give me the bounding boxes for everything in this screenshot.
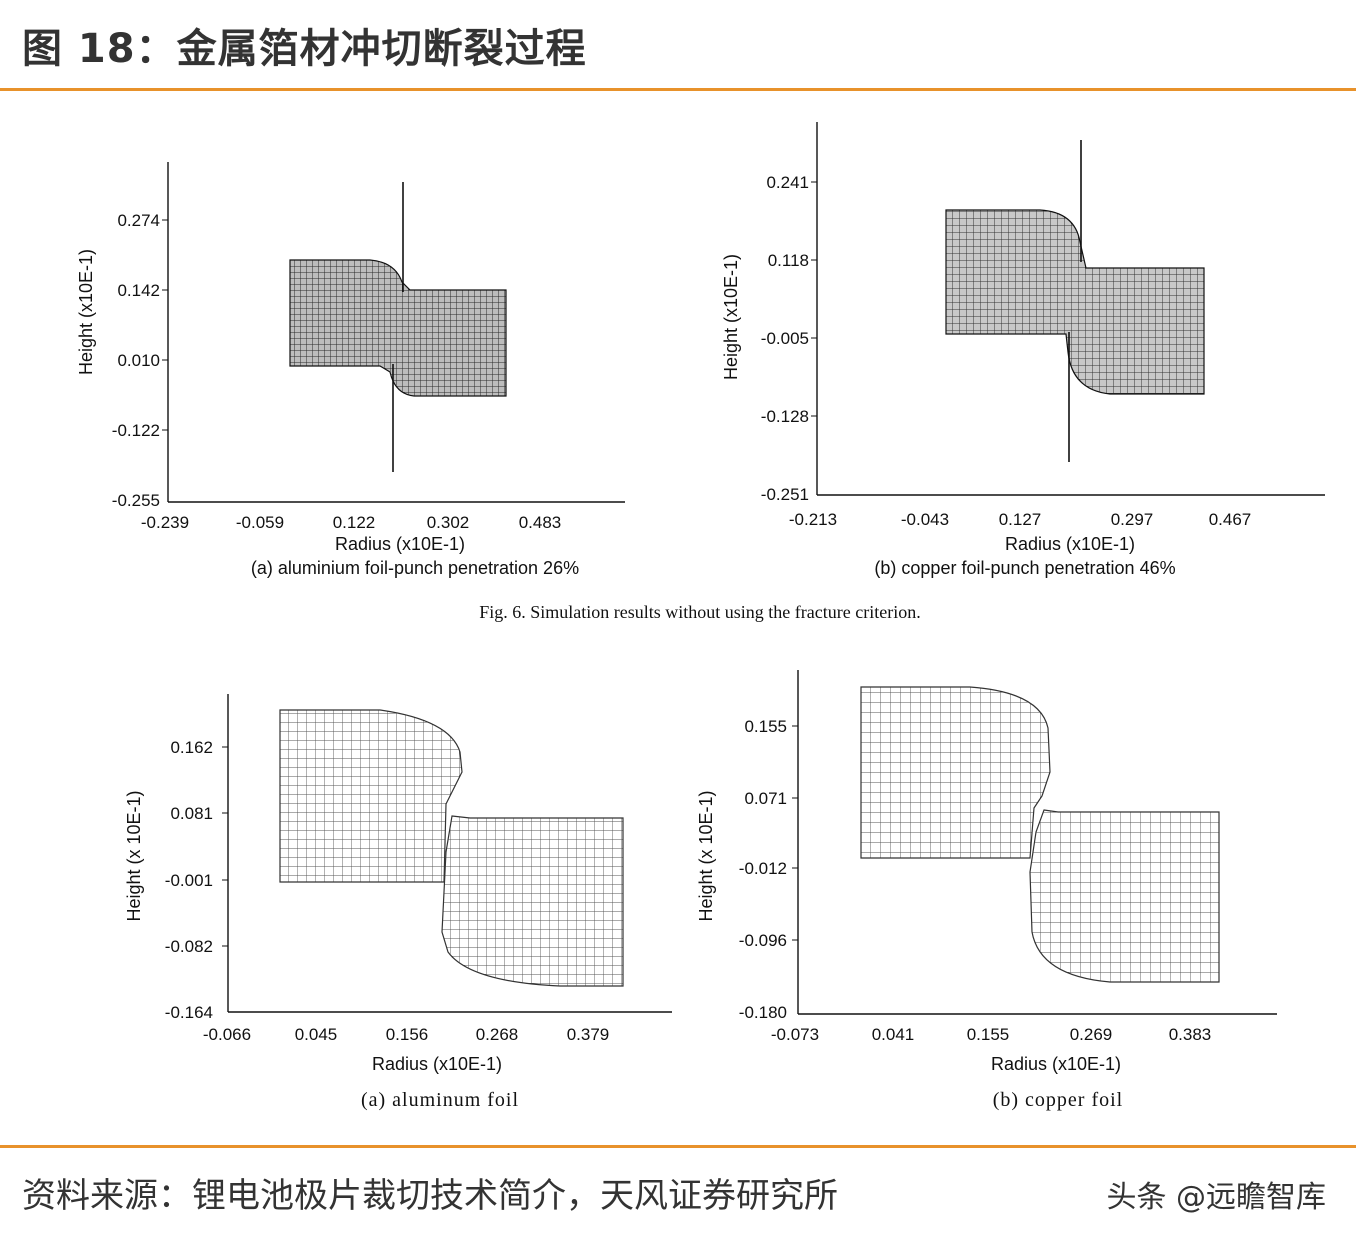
y-tick-label: -0.251 <box>761 485 809 504</box>
x-tick-label: 0.045 <box>295 1025 338 1044</box>
y-tick-label: -0.012 <box>739 859 787 878</box>
y-axis-title: Height (x10E-1) <box>721 254 741 380</box>
page-title: 图 18：金属箔材冲切断裂过程 <box>22 26 587 72</box>
y-tick-label: -0.122 <box>112 421 160 440</box>
y-axis-title: Height (x 10E-1) <box>696 790 716 921</box>
y-tick-label: 0.071 <box>744 789 787 808</box>
y-tick-label: 0.142 <box>117 281 160 300</box>
y-axis-title: Height (x10E-1) <box>76 249 96 375</box>
y-tick-label: 0.118 <box>768 251 809 270</box>
x-tick-label: 0.268 <box>476 1025 519 1044</box>
x-ticks: -0.239 -0.059 0.122 0.302 0.483 <box>141 513 561 532</box>
x-tick-label: 0.379 <box>567 1025 610 1044</box>
y-tick-label: 0.010 <box>117 351 160 370</box>
y-tick-label: -0.001 <box>165 871 213 890</box>
panel-caption: (b) copper foil-punch penetration 46% <box>874 558 1175 578</box>
y-tick-label: 0.081 <box>170 804 213 823</box>
x-axis-title: Radius (x10E-1) <box>991 1054 1121 1074</box>
panel-caption: (b) copper foil <box>993 1089 1124 1111</box>
y-ticks: 0.241 0.118 -0.005 -0.128 -0.251 <box>761 173 817 504</box>
x-axis-title: Radius (x10E-1) <box>1005 534 1135 554</box>
watermark: 头条 @远瞻智库 <box>1106 1180 1326 1215</box>
x-tick-label: 0.483 <box>519 513 562 532</box>
deformed-mesh <box>289 259 507 397</box>
x-ticks: -0.073 0.041 0.155 0.269 0.383 <box>771 1025 1211 1044</box>
figure-caption: Fig. 6. Simulation results without using… <box>479 602 920 622</box>
panel-bottom-left: 0.162 0.081 -0.001 -0.082 -0.164 -0.066 … <box>124 694 672 1111</box>
x-tick-label: 0.467 <box>1209 510 1252 529</box>
y-tick-label: 0.155 <box>744 717 787 736</box>
y-ticks: 0.155 0.071 -0.012 -0.096 -0.180 <box>739 717 798 1022</box>
y-tick-label: -0.005 <box>761 329 809 348</box>
x-tick-label: 0.041 <box>872 1025 915 1044</box>
x-tick-label: 0.122 <box>333 513 376 532</box>
upper-mesh-part <box>279 709 463 883</box>
x-tick-label: 0.127 <box>999 510 1042 529</box>
x-tick-label: 0.297 <box>1111 510 1154 529</box>
lower-mesh-part <box>441 815 624 987</box>
x-tick-label: 0.269 <box>1070 1025 1113 1044</box>
footer-divider <box>0 1145 1356 1148</box>
y-tick-label: -0.180 <box>739 1003 787 1022</box>
lower-mesh-part <box>1029 809 1220 983</box>
y-tick-label: 0.274 <box>117 211 160 230</box>
deformed-mesh <box>945 209 1205 395</box>
panel-caption: (a) aluminium foil-punch penetration 26% <box>251 558 579 578</box>
x-tick-label: 0.383 <box>1169 1025 1212 1044</box>
x-axis-title: Radius (x10E-1) <box>335 534 465 554</box>
y-ticks: 0.274 0.142 0.010 -0.122 -0.255 <box>112 211 168 510</box>
x-tick-label: -0.066 <box>203 1025 251 1044</box>
x-tick-label: -0.043 <box>901 510 949 529</box>
x-tick-label: -0.073 <box>771 1025 819 1044</box>
panel-caption: (a) aluminum foil <box>361 1089 519 1111</box>
y-axis-title: Height (x 10E-1) <box>124 790 144 921</box>
x-ticks: -0.066 0.045 0.156 0.268 0.379 <box>203 1025 609 1044</box>
x-tick-label: -0.059 <box>236 513 284 532</box>
y-tick-label: -0.255 <box>112 491 160 510</box>
y-tick-label: -0.128 <box>761 407 809 426</box>
source-note: 资料来源：锂电池极片裁切技术简介，天风证券研究所 <box>22 1176 838 1216</box>
y-tick-label: 0.241 <box>766 173 809 192</box>
x-axis-title: Radius (x10E-1) <box>372 1054 502 1074</box>
y-tick-label: -0.164 <box>165 1003 213 1022</box>
y-ticks: 0.162 0.081 -0.001 -0.082 -0.164 <box>165 738 228 1022</box>
x-tick-label: -0.239 <box>141 513 189 532</box>
y-tick-label: 0.162 <box>170 738 213 757</box>
x-tick-label: 0.156 <box>386 1025 429 1044</box>
upper-mesh-part <box>860 686 1051 859</box>
panel-top-right: 0.241 0.118 -0.005 -0.128 -0.251 -0.213 … <box>721 122 1325 578</box>
x-tick-label: -0.213 <box>789 510 837 529</box>
simulation-figure: 0.274 0.142 0.010 -0.122 -0.255 -0.239 -… <box>76 122 1325 1111</box>
panel-top-left: 0.274 0.142 0.010 -0.122 -0.255 -0.239 -… <box>76 162 625 578</box>
x-tick-label: 0.302 <box>427 513 470 532</box>
y-tick-label: -0.082 <box>165 937 213 956</box>
header-divider <box>0 88 1356 91</box>
panel-bottom-right: 0.155 0.071 -0.012 -0.096 -0.180 -0.073 … <box>696 670 1277 1111</box>
x-tick-label: 0.155 <box>967 1025 1010 1044</box>
y-tick-label: -0.096 <box>739 931 787 950</box>
x-ticks: -0.213 -0.043 0.127 0.297 0.467 <box>789 510 1251 529</box>
